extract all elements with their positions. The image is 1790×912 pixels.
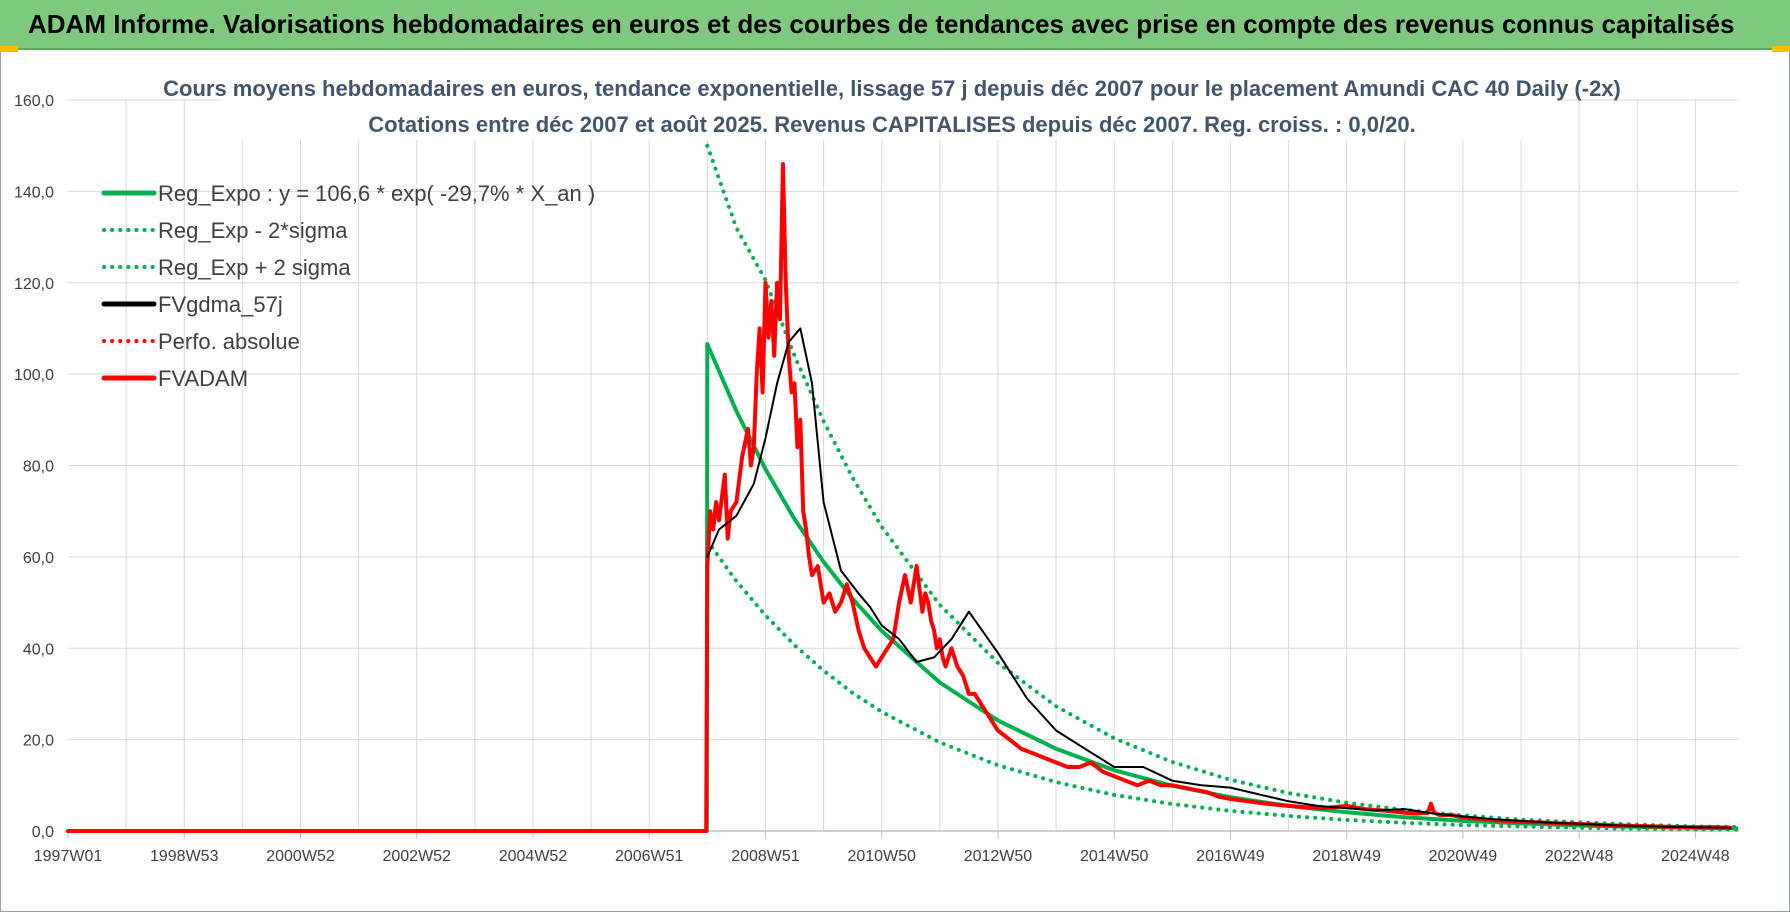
y-tick-label: 140,0 bbox=[14, 184, 54, 201]
x-tick-label: 2004W52 bbox=[499, 848, 568, 865]
legend-label: Reg_Expo : y = 106,6 * exp( -29,7% * X_a… bbox=[158, 181, 595, 206]
x-tick-label: 2008W51 bbox=[731, 848, 800, 865]
x-tick-label: 2020W49 bbox=[1429, 848, 1498, 865]
title-background bbox=[220, 70, 1560, 140]
corner-accent-right bbox=[1772, 46, 1790, 52]
legend-label: Reg_Exp - 2*sigma bbox=[158, 218, 348, 243]
chart-title: Cours moyens hebdomadaires en euros, ten… bbox=[163, 76, 1621, 101]
series-line-5 bbox=[66, 162, 1733, 833]
y-tick-label: 160,0 bbox=[14, 93, 54, 110]
series-layer bbox=[66, 143, 1739, 833]
banner-title: ADAM Informe. Valorisations hebdomadaire… bbox=[28, 9, 1735, 39]
legend: Reg_Expo : y = 106,6 * exp( -29,7% * X_a… bbox=[101, 181, 595, 391]
x-tick-label: 2024W48 bbox=[1661, 848, 1730, 865]
y-tick-label: 80,0 bbox=[23, 459, 54, 476]
grid-layer bbox=[67, 99, 1739, 839]
x-tick-label: 2000W52 bbox=[266, 848, 335, 865]
axis-labels: 0,0 20,0 40,0 60,0 80,0 100,0 120,0 140,0 160,0 1… bbox=[14, 93, 1730, 865]
y-tick-label: 0,0 bbox=[32, 824, 54, 841]
y-tick-label: 40,0 bbox=[23, 641, 54, 658]
series-line-3 bbox=[706, 327, 1732, 829]
banner: ADAM Informe. Valorisations hebdomadaire… bbox=[0, 0, 1790, 50]
x-tick-label: 2010W50 bbox=[847, 848, 916, 865]
legend-label: FVgdma_57j bbox=[158, 292, 283, 317]
series-line-2 bbox=[705, 143, 1739, 829]
y-tick-label: 60,0 bbox=[23, 550, 54, 567]
x-tick-label: 2014W50 bbox=[1080, 848, 1149, 865]
chart-subtitle: Cotations entre déc 2007 et août 2025. R… bbox=[368, 112, 1415, 137]
y-tick-label: 20,0 bbox=[23, 733, 54, 750]
x-tick-label: 2006W51 bbox=[615, 848, 684, 865]
x-tick-label: 1998W53 bbox=[150, 848, 219, 865]
x-tick-label: 2012W50 bbox=[964, 848, 1033, 865]
legend-label: Perfo. absolue bbox=[158, 329, 300, 354]
series-line-1 bbox=[705, 538, 1739, 832]
y-tick-label: 120,0 bbox=[14, 276, 54, 293]
legend-label: FVADAM bbox=[158, 366, 248, 391]
x-tick-label: 2002W52 bbox=[382, 848, 451, 865]
legend-label: Reg_Exp + 2 sigma bbox=[158, 255, 351, 280]
x-tick-label: 1997W01 bbox=[34, 848, 103, 865]
x-tick-label: 2016W49 bbox=[1196, 848, 1265, 865]
x-tick-label: 2022W48 bbox=[1545, 848, 1614, 865]
chart-area: 0,0 20,0 40,0 60,0 80,0 100,0 120,0 140,0 160,0 1… bbox=[14, 70, 1739, 865]
corner-accent-left bbox=[0, 46, 18, 52]
y-tick-label: 100,0 bbox=[14, 367, 54, 384]
x-tick-label: 2018W49 bbox=[1312, 848, 1381, 865]
